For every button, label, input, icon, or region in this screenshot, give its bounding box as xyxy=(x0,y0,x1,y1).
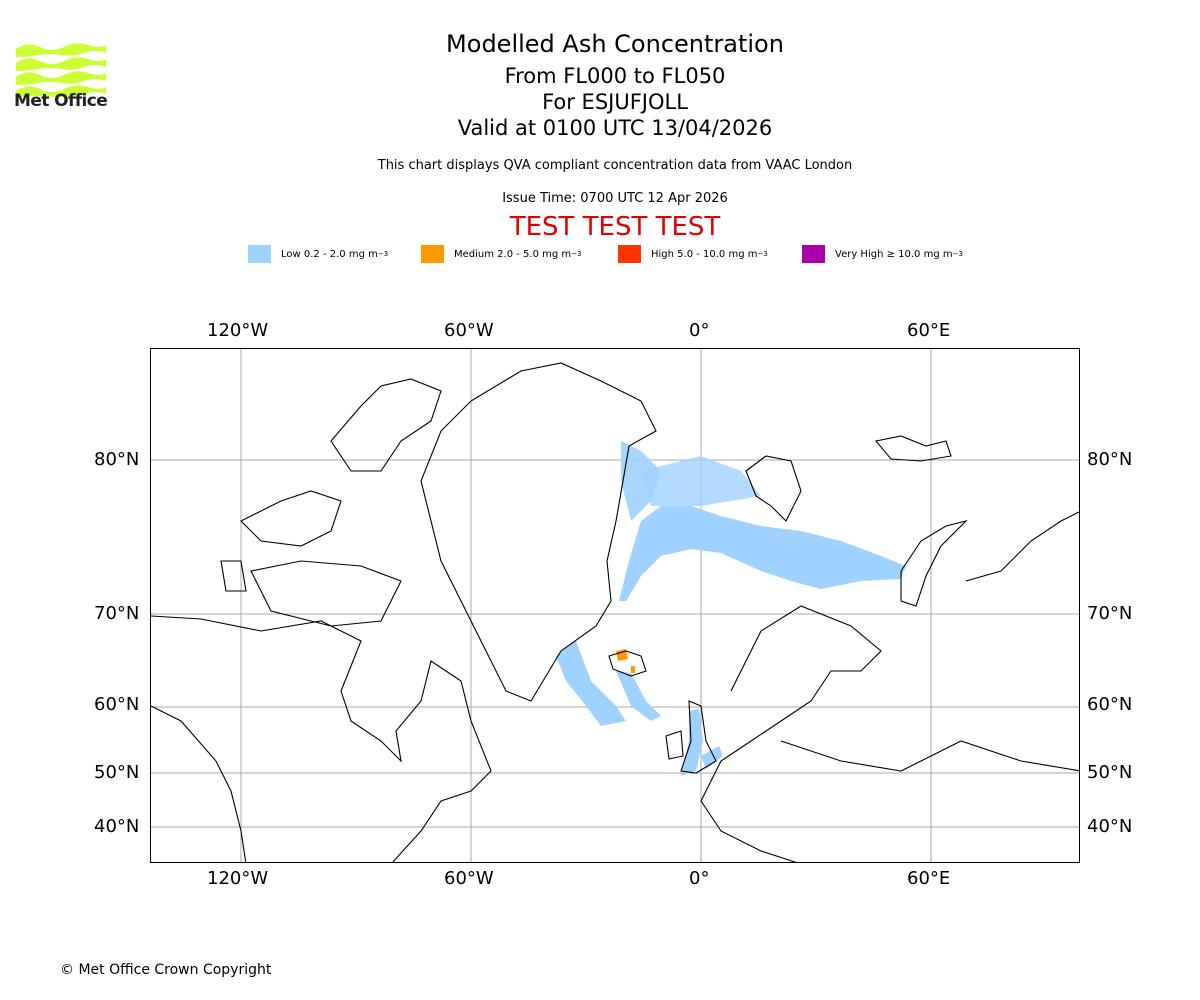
lon-tick-bottom: 60°W xyxy=(444,868,494,889)
ash-low-areas xyxy=(556,441,906,776)
volcano-name: For ESJUFJOLL xyxy=(542,90,688,114)
legend-swatch-low xyxy=(248,245,271,263)
legend-item-high: High 5.0 - 10.0 mg m −3 xyxy=(618,244,768,264)
legend-label: Low 0.2 - 2.0 mg m xyxy=(281,248,378,260)
lon-tick-top: 60°E xyxy=(907,320,951,341)
flight-level-range: From FL000 to FL050 xyxy=(504,64,726,88)
lon-tick-top: 0° xyxy=(689,320,710,341)
issue-time: Issue Time: 0700 UTC 12 Apr 2026 xyxy=(502,191,728,206)
lat-tick-right: 50°N xyxy=(1087,762,1133,783)
lat-tick-right: 40°N xyxy=(1087,816,1133,837)
lat-tick-left: 50°N xyxy=(94,762,140,783)
legend-item-very-high: Very High ≥ 10.0 mg m −3 xyxy=(802,244,963,264)
test-banner: TEST TEST TEST xyxy=(509,212,721,242)
lat-tick-left: 80°N xyxy=(94,449,140,470)
chart-title: Modelled Ash Concentration xyxy=(446,30,784,58)
map-canvas xyxy=(151,349,1079,862)
lon-tick-bottom: 120°W xyxy=(207,868,269,889)
lat-tick-left: 70°N xyxy=(94,603,140,624)
lat-tick-left: 60°N xyxy=(94,694,140,715)
legend-swatch-very-high xyxy=(802,245,825,263)
lat-tick-right: 70°N xyxy=(1087,603,1133,624)
chart-description: This chart displays QVA compliant concen… xyxy=(377,158,853,173)
lat-tick-right: 60°N xyxy=(1087,694,1133,715)
legend-label: Very High ≥ 10.0 mg m xyxy=(835,248,953,260)
lat-tick-left: 40°N xyxy=(94,816,140,837)
coastlines xyxy=(151,362,1079,862)
legend-label: High 5.0 - 10.0 mg m xyxy=(651,248,758,260)
ash-concentration-map xyxy=(150,348,1080,863)
ash-medium-areas xyxy=(616,649,635,673)
legend-item-low: Low 0.2 - 2.0 mg m −3 xyxy=(248,244,388,264)
legend-item-medium: Medium 2.0 - 5.0 mg m −3 xyxy=(421,244,581,264)
lon-tick-top: 120°W xyxy=(207,320,269,341)
graticule xyxy=(151,349,1079,862)
legend-label: Medium 2.0 - 5.0 mg m xyxy=(454,248,572,260)
copyright-notice: © Met Office Crown Copyright xyxy=(60,962,272,978)
valid-time: Valid at 0100 UTC 13/04/2026 xyxy=(457,116,773,140)
logo-text: Met Office xyxy=(14,91,108,111)
legend-swatch-medium xyxy=(421,245,444,263)
lon-tick-bottom: 60°E xyxy=(907,868,951,889)
lat-tick-right: 80°N xyxy=(1087,449,1133,470)
met-office-logo-icon xyxy=(16,43,106,99)
legend-swatch-high xyxy=(618,245,641,263)
lon-tick-bottom: 0° xyxy=(689,868,710,889)
lon-tick-top: 60°W xyxy=(444,320,494,341)
